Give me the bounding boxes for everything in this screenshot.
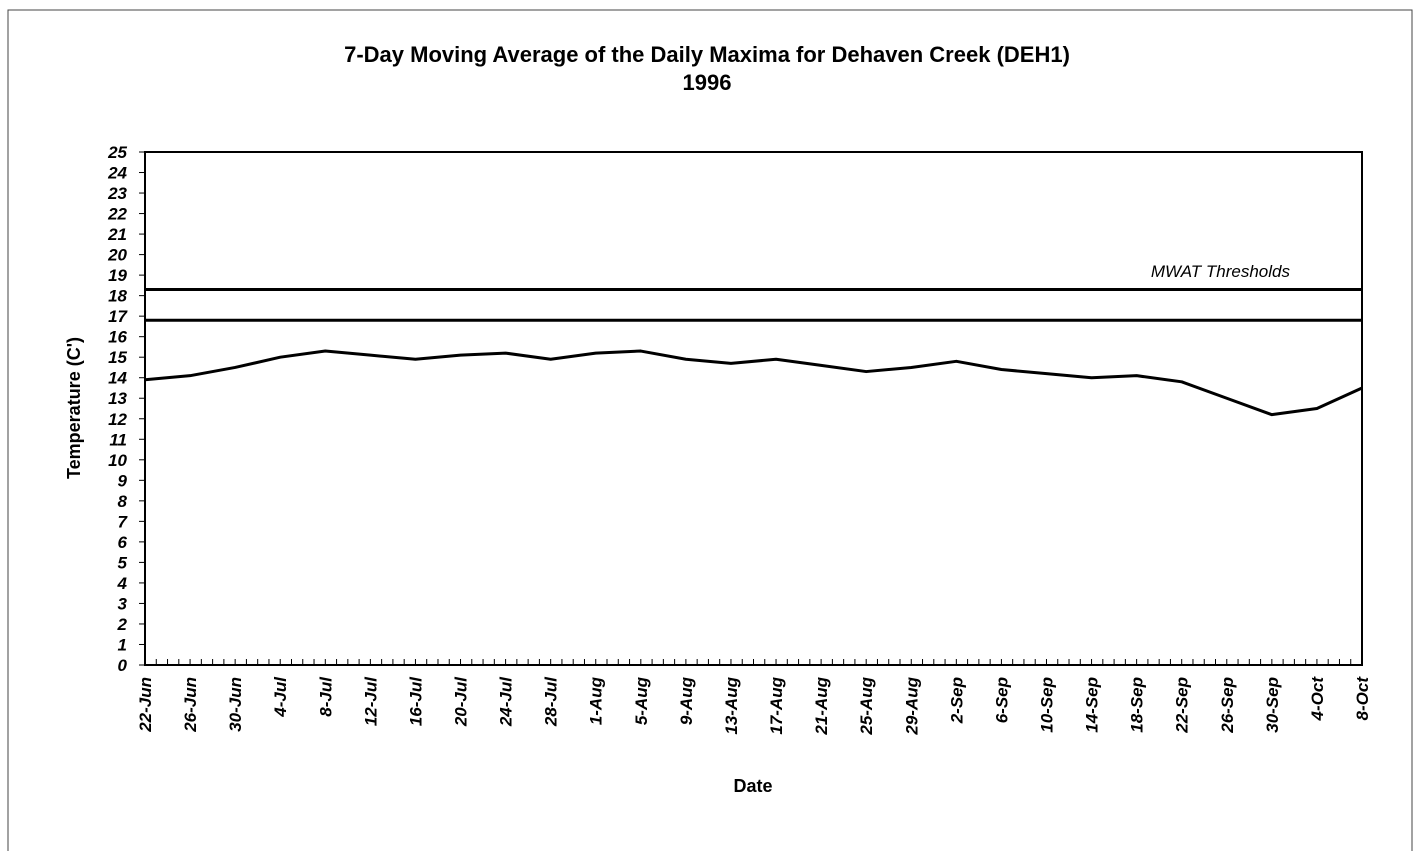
y-axis-label: Temperature (C') xyxy=(64,337,84,479)
x-tick-label: 21-Aug xyxy=(812,676,831,735)
x-tick-label: 5-Aug xyxy=(632,676,651,725)
y-tick-label: 8 xyxy=(118,492,128,511)
x-tick-label: 1-Aug xyxy=(587,676,606,725)
x-tick-label: 20-Jul xyxy=(452,676,471,727)
x-tick-label: 12-Jul xyxy=(361,676,380,726)
y-tick-label: 2 xyxy=(117,615,128,634)
x-tick-label: 24-Jul xyxy=(497,676,516,727)
y-tick-label: 16 xyxy=(108,328,127,347)
x-tick-label: 30-Jun xyxy=(226,677,245,732)
x-tick-label: 4-Jul xyxy=(271,676,290,718)
x-tick-label: 29-Aug xyxy=(902,676,921,735)
y-tick-label: 0 xyxy=(118,656,128,675)
x-tick-label: 18-Sep xyxy=(1128,677,1147,733)
x-tick-label: 10-Sep xyxy=(1037,677,1056,733)
chart-title: 7-Day Moving Average of the Daily Maxima… xyxy=(344,42,1070,67)
x-tick-label: 8-Oct xyxy=(1353,676,1372,721)
y-tick-label: 23 xyxy=(107,184,127,203)
y-tick-label: 18 xyxy=(108,287,127,306)
y-tick-label: 4 xyxy=(117,574,128,593)
x-tick-label: 6-Sep xyxy=(992,677,1011,723)
x-axis-label: Date xyxy=(733,776,772,796)
chart-subtitle: 1996 xyxy=(683,70,732,95)
y-tick-label: 15 xyxy=(108,348,127,367)
x-tick-label: 28-Jul xyxy=(542,676,561,727)
x-tick-label: 22-Jun xyxy=(136,677,155,733)
x-tick-label: 4-Oct xyxy=(1308,676,1327,722)
y-tick-label: 7 xyxy=(118,512,129,531)
y-tick-label: 5 xyxy=(118,553,128,572)
x-tick-label: 26-Jun xyxy=(181,677,200,733)
y-tick-label: 13 xyxy=(108,389,127,408)
x-tick-label: 25-Aug xyxy=(857,676,876,735)
x-tick-label: 17-Aug xyxy=(767,676,786,734)
data-line xyxy=(144,349,1363,417)
y-tick-label: 14 xyxy=(108,369,127,388)
y-tick-label: 6 xyxy=(118,533,128,552)
y-tick-label: 20 xyxy=(107,246,127,265)
x-tick-label: 8-Jul xyxy=(316,676,335,717)
y-tick-label: 24 xyxy=(107,164,127,183)
y-tick-label: 22 xyxy=(107,205,127,224)
y-tick-label: 17 xyxy=(108,307,128,326)
y-tick-label: 9 xyxy=(118,471,128,490)
frame xyxy=(7,9,1413,851)
x-tick-label: 30-Sep xyxy=(1263,677,1282,733)
y-tick-label: 3 xyxy=(118,594,128,613)
y-tick-label: 1 xyxy=(118,635,127,654)
x-tick-label: 9-Aug xyxy=(677,676,696,725)
y-tick-label: 12 xyxy=(108,410,127,429)
x-tick-label: 2-Sep xyxy=(947,677,966,724)
x-tick-label: 26-Sep xyxy=(1218,677,1237,734)
x-tick-label: 16-Jul xyxy=(406,676,425,726)
y-tick-label: 10 xyxy=(108,451,127,470)
y-tick-label: 11 xyxy=(109,430,127,449)
x-tick-label: 14-Sep xyxy=(1083,677,1102,733)
y-tick-label: 25 xyxy=(107,143,127,162)
x-tick-label: 13-Aug xyxy=(722,676,741,734)
plot-area xyxy=(144,151,1363,666)
y-tick-label: 19 xyxy=(108,266,127,285)
y-tick-label: 21 xyxy=(107,225,127,244)
annotation: MWAT Thresholds xyxy=(1151,262,1291,281)
x-tick-label: 22-Sep xyxy=(1173,677,1192,734)
